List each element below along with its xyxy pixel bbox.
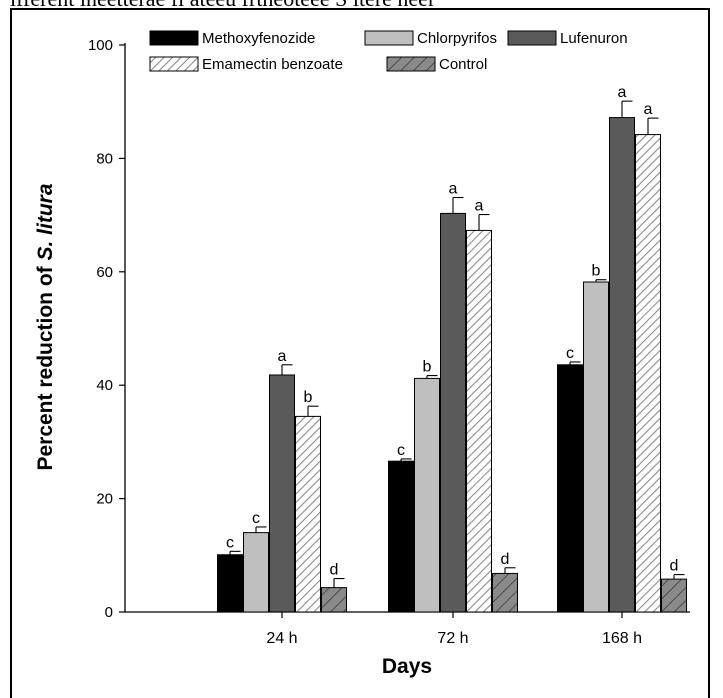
significance-letter: a	[618, 84, 627, 101]
significance-letter: d	[501, 551, 510, 568]
legend-swatch	[507, 30, 557, 46]
significance-letter: c	[397, 442, 405, 459]
significance-letter: c	[252, 510, 260, 527]
legend-swatch	[149, 30, 199, 46]
bar-emamectin-benzoate	[295, 415, 321, 613]
y-tick-label: 0	[105, 604, 113, 621]
legend-swatch	[149, 56, 199, 72]
significance-letter: b	[423, 359, 432, 376]
bar-control	[661, 578, 687, 613]
significance-letter: a	[449, 181, 458, 198]
y-tick-label: 100	[88, 37, 113, 54]
figure-frame	[10, 8, 710, 698]
bar-chlorpyrifos	[583, 281, 609, 613]
legend-label: Emamectin benzoate	[202, 56, 343, 73]
bar-methoxyfenozide	[217, 554, 243, 613]
y-axis-title: Percent reduction of S. litura	[34, 183, 57, 470]
significance-letter: b	[592, 263, 601, 280]
bar-chlorpyrifos	[414, 377, 440, 613]
y-tick-label: 20	[96, 491, 113, 508]
top-caption: ifferent ineetterae fl ateeu frtheoteee …	[10, 0, 435, 12]
bar-methoxyfenozide	[557, 364, 583, 613]
y-ticks: 0 20 40 60 80 100	[88, 37, 125, 621]
legend-swatch	[364, 30, 414, 46]
legend-swatch	[386, 56, 436, 72]
significance-letter: a	[475, 198, 484, 215]
legend-label: Chlorpyrifos	[417, 30, 497, 47]
x-category-label: 168 h	[602, 630, 642, 647]
significance-letter: a	[644, 101, 653, 118]
y-axis-title-prefix: Percent reduction of	[34, 261, 57, 471]
bar-lufenuron	[609, 117, 635, 613]
x-category-label: 24 h	[266, 630, 297, 647]
significance-letter: c	[566, 345, 574, 362]
bar-lufenuron	[440, 212, 466, 613]
bar-chlorpyrifos	[243, 532, 269, 613]
y-tick-label: 40	[96, 377, 113, 394]
x-ticks: 24 h 72 h 168 h	[266, 612, 642, 647]
legend: Methoxyfenozide Chlorpyrifos Lufenuron Emam…	[149, 30, 628, 73]
bar-lufenuron	[269, 374, 295, 613]
y-tick-label: 60	[96, 264, 113, 281]
significance-letter: c	[226, 534, 234, 551]
y-axis-title-species: S. litura	[34, 183, 57, 260]
bar-emamectin-benzoate	[466, 229, 492, 613]
significance-letter: d	[670, 558, 679, 575]
x-axis-title: Days	[382, 655, 432, 678]
significance-letter: d	[330, 562, 339, 579]
legend-label: Methoxyfenozide	[202, 30, 315, 47]
significance-letter: b	[304, 389, 313, 406]
y-tick-label: 80	[96, 150, 113, 167]
legend-label: Control	[439, 56, 487, 73]
bar-emamectin-benzoate	[635, 134, 661, 613]
bar-control	[492, 572, 518, 613]
legend-label: Lufenuron	[560, 30, 628, 47]
bar-methoxyfenozide	[388, 460, 414, 613]
bar-control	[321, 587, 347, 613]
significance-letter: a	[278, 348, 287, 365]
x-category-label: 72 h	[437, 630, 468, 647]
